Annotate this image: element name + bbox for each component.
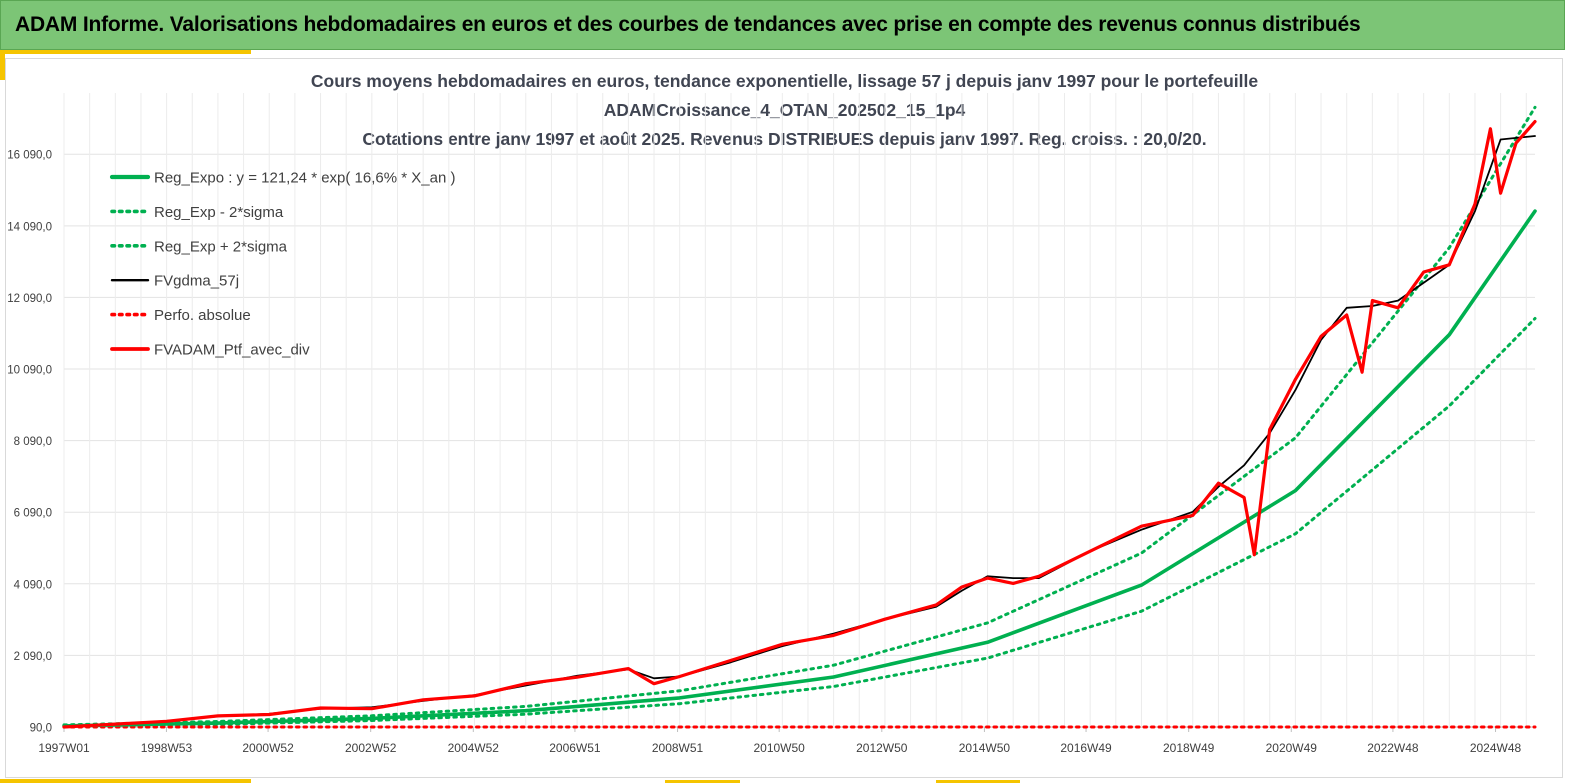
legend-label-4: Perfo. absolue bbox=[154, 307, 251, 324]
x-tick-label: 1997W01 bbox=[38, 741, 90, 755]
x-tick-label: 2012W50 bbox=[856, 741, 908, 755]
y-tick-label: 4 090,0 bbox=[14, 579, 52, 591]
series-line-5 bbox=[62, 119, 1537, 729]
x-tick-label: 2006W51 bbox=[549, 741, 601, 755]
x-tick-label: 2020W49 bbox=[1266, 741, 1318, 755]
accent-bar-top-left bbox=[0, 50, 251, 54]
x-tick-label: 2004W52 bbox=[448, 741, 500, 755]
accent-bar-bottom-mid bbox=[665, 780, 740, 783]
x-tick-label: 2014W50 bbox=[959, 741, 1011, 755]
accent-bar-bottom-right bbox=[936, 780, 1020, 783]
y-tick-label: 16 090,0 bbox=[7, 150, 52, 162]
y-tick-label: 8 090,0 bbox=[14, 436, 52, 448]
legend-label-1: Reg_Exp - 2*sigma bbox=[154, 204, 284, 221]
header-banner: ADAM Informe. Valorisations hebdomadaire… bbox=[0, 0, 1565, 50]
x-tick-label: 2016W49 bbox=[1060, 741, 1112, 755]
y-tick-label: 14 090,0 bbox=[7, 221, 52, 233]
y-tick-label: 90,0 bbox=[30, 723, 52, 735]
series-line-2 bbox=[62, 105, 1537, 727]
series-line-1 bbox=[62, 317, 1537, 729]
chart-title-line-1: Cours moyens hebdomadaires en euros, ten… bbox=[310, 71, 1259, 91]
y-tick-label: 6 090,0 bbox=[14, 508, 52, 520]
x-tick-label: 2022W48 bbox=[1367, 741, 1419, 755]
x-tick-label: 2000W52 bbox=[242, 741, 294, 755]
x-tick-label: 2008W51 bbox=[652, 741, 704, 755]
series-line-0 bbox=[62, 209, 1537, 728]
chart-title-line-3: Cotations entre janv 1997 et août 2025. … bbox=[362, 129, 1207, 149]
accent-bar-bottom-left bbox=[0, 779, 251, 783]
chart-frame bbox=[5, 58, 1563, 778]
x-tick-label: 1998W53 bbox=[141, 741, 193, 755]
x-tick-label: 2024W48 bbox=[1470, 741, 1522, 755]
legend-label-2: Reg_Exp + 2*sigma bbox=[154, 238, 288, 255]
series-line-3 bbox=[63, 135, 1536, 728]
legend-label-5: FVADAM_Ptf_avec_div bbox=[154, 342, 310, 359]
legend-label-3: FVgdma_57j bbox=[154, 273, 239, 290]
chart-title-line-2: ADAMCroissance_4_OTAN_202502_15_1p4 bbox=[603, 100, 966, 120]
legend-label-0: Reg_Expo : y = 121,24 * exp( 16,6% * X_a… bbox=[154, 170, 455, 187]
banner-title: ADAM Informe. Valorisations hebdomadaire… bbox=[15, 13, 1361, 36]
accent-bar-left bbox=[0, 50, 5, 80]
x-tick-label: 2010W50 bbox=[753, 741, 805, 755]
x-tick-label: 2002W52 bbox=[345, 741, 397, 755]
y-tick-label: 10 090,0 bbox=[7, 365, 52, 377]
y-tick-label: 2 090,0 bbox=[14, 651, 52, 663]
y-tick-label: 12 090,0 bbox=[7, 293, 52, 305]
x-tick-label: 2018W49 bbox=[1163, 741, 1215, 755]
